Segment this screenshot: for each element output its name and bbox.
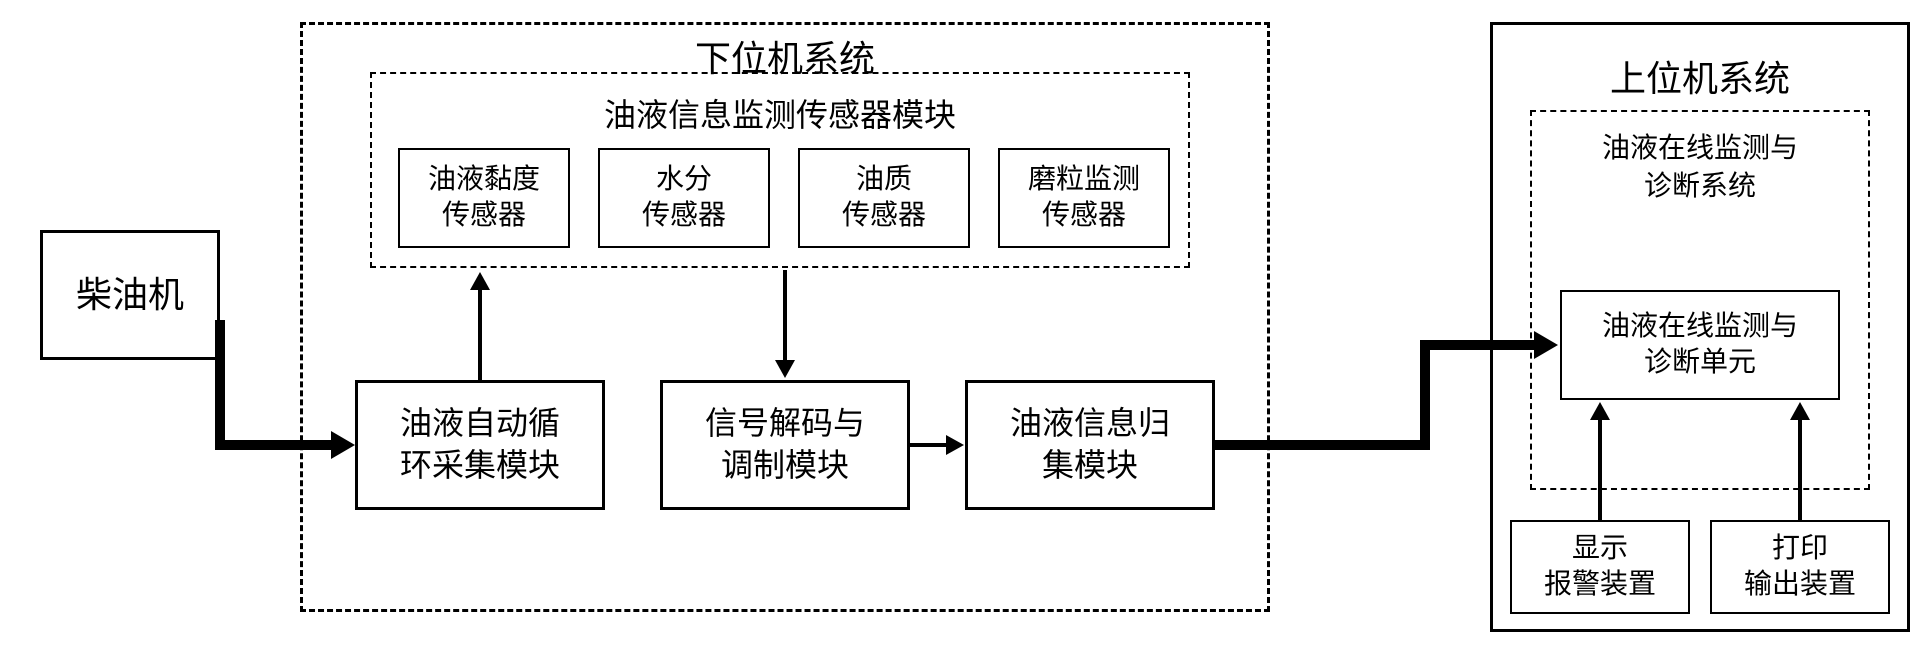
node-display-alarm: 显示 报警装置 [1510,520,1690,614]
node-print-output: 打印 输出装置 [1710,520,1890,614]
node-sensor-moisture: 水分 传感器 [598,148,770,248]
arrow-display-diag [1590,402,1610,420]
node-auto-collect: 油液自动循 环采集模块 [355,380,605,510]
edge-auto-sensor [478,290,482,380]
arrow-signal-info [946,435,964,455]
label-diesel: 柴油机 [76,272,184,319]
edge-display-diag [1598,418,1602,520]
node-diesel: 柴油机 [40,230,220,360]
arrow-print-diag [1790,402,1810,420]
node-sensor-quality: 油质 传感器 [798,148,970,248]
edge-info-upper-h1 [1215,440,1430,450]
node-info-collect: 油液信息归 集模块 [965,380,1215,510]
node-sensor-viscosity: 油液黏度 传感器 [398,148,570,248]
node-signal-decode: 信号解码与 调制模块 [660,380,910,510]
edge-diesel-lower-v [215,320,225,450]
edge-sensor-signal [783,270,787,362]
edge-signal-info [910,443,948,447]
node-sensor-wear: 磨粒监测 传感器 [998,148,1170,248]
edge-info-upper-v [1420,340,1430,450]
arrow-sensor-signal [775,360,795,378]
arrow-info-upper [1534,331,1558,359]
arrow-auto-sensor [470,272,490,290]
edge-print-diag [1798,418,1802,520]
edge-info-upper-h2 [1420,340,1538,350]
edge-diesel-lower-h [215,440,335,450]
title-sensor-module: 油液信息监测传感器模块 [570,90,990,136]
arrow-diesel-lower [331,431,355,459]
title-upper-system: 上位机系统 [1580,50,1820,102]
title-diag-system: 油液在线监测与 诊断系统 [1560,130,1840,206]
node-diag-unit: 油液在线监测与 诊断单元 [1560,290,1840,400]
